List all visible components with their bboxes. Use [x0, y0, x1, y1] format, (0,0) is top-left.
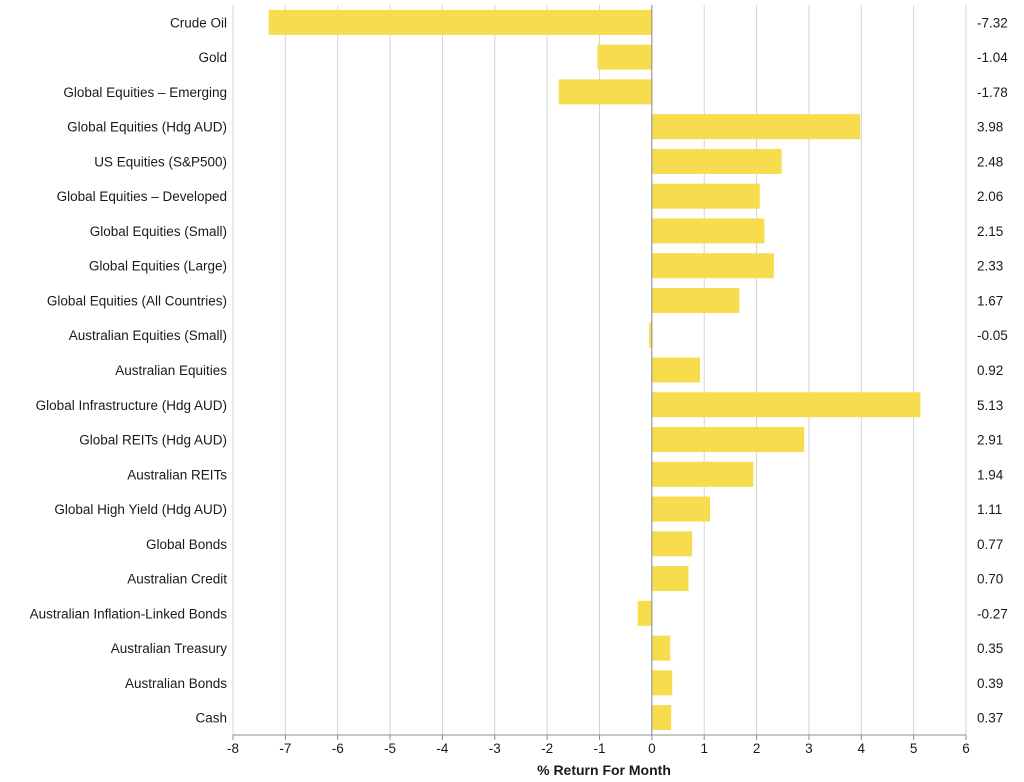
bar — [597, 44, 652, 70]
bar — [651, 392, 921, 418]
category-label: Australian Credit — [127, 572, 227, 587]
x-tick-label: -7 — [279, 741, 291, 756]
value-label: -7.32 — [977, 15, 1008, 30]
x-tick-label: -2 — [541, 741, 553, 756]
value-label: 3.98 — [977, 120, 1003, 135]
category-label: Global Equities (Small) — [90, 224, 227, 239]
x-tick-label: -4 — [436, 741, 448, 756]
value-label: 0.37 — [977, 711, 1003, 726]
bar — [651, 461, 754, 487]
value-label: -0.05 — [977, 328, 1008, 343]
x-tick-label: 6 — [962, 741, 970, 756]
bar — [558, 79, 652, 105]
value-label: 2.91 — [977, 433, 1003, 448]
x-tick-label: 5 — [910, 741, 918, 756]
x-tick-label: 2 — [753, 741, 761, 756]
bar — [651, 287, 740, 313]
value-label: 2.33 — [977, 259, 1003, 274]
bars — [268, 9, 921, 731]
value-label: 1.67 — [977, 293, 1003, 308]
bar — [651, 496, 710, 522]
value-label: 0.39 — [977, 676, 1003, 691]
bar — [651, 357, 701, 383]
x-tick-label: -8 — [227, 741, 239, 756]
x-tick-label: -1 — [593, 741, 605, 756]
value-label: -0.27 — [977, 606, 1008, 621]
x-axis-title: % Return For Month — [537, 762, 671, 778]
bar — [651, 566, 689, 592]
value-label: 5.13 — [977, 398, 1003, 413]
bar — [651, 253, 774, 279]
category-label: Global Equities (Large) — [89, 259, 227, 274]
value-label: 1.94 — [977, 467, 1004, 482]
category-label: Global Equities (Hdg AUD) — [67, 120, 227, 135]
bar — [651, 705, 672, 731]
category-label: Global Equities – Developed — [57, 189, 227, 204]
category-label: Australian Equities — [115, 363, 227, 378]
category-label: Australian Inflation-Linked Bonds — [30, 606, 228, 621]
x-tick-label: 0 — [648, 741, 656, 756]
bar — [651, 183, 760, 209]
category-label: Global Bonds — [146, 537, 227, 552]
category-label: Cash — [195, 711, 227, 726]
bar — [651, 218, 765, 244]
value-label: -1.04 — [977, 50, 1008, 65]
x-tick-label: -6 — [332, 741, 344, 756]
x-tick-label: 3 — [805, 741, 813, 756]
category-label: Crude Oil — [170, 15, 227, 30]
category-label: Global Infrastructure (Hdg AUD) — [36, 398, 227, 413]
value-label: -1.78 — [977, 85, 1008, 100]
x-tick-label: -3 — [489, 741, 501, 756]
bar — [651, 670, 673, 696]
bar — [268, 9, 652, 35]
value-label: 0.35 — [977, 641, 1003, 656]
bar — [651, 114, 861, 140]
bar — [649, 322, 652, 348]
category-label: US Equities (S&P500) — [94, 154, 227, 169]
category-labels: Crude Oil Gold Global Equities – Emerging G… — [30, 15, 228, 725]
category-label: Australian Treasury — [111, 641, 228, 656]
x-tick-label: 1 — [700, 741, 708, 756]
value-label: 2.15 — [977, 224, 1003, 239]
category-label: Australian Equities (Small) — [69, 328, 227, 343]
category-label: Global High Yield (Hdg AUD) — [54, 502, 227, 517]
x-tick-label: 4 — [858, 741, 866, 756]
value-labels: -7.32 -1.04 -1.78 3.98 2.48 2.06 2.15 2.33 1.67 -… — [977, 15, 1008, 725]
bar — [637, 600, 652, 626]
category-label: Gold — [198, 50, 227, 65]
value-label: 0.92 — [977, 363, 1003, 378]
category-label: Global Equities – Emerging — [63, 85, 227, 100]
bar — [651, 531, 693, 557]
x-tick-labels: -8 -7 -6 -5 -4 -3 -2 -1 0 1 2 3 4 5 6 — [227, 741, 970, 756]
value-label: 0.70 — [977, 572, 1003, 587]
axes — [232, 5, 967, 740]
value-label: 0.77 — [977, 537, 1003, 552]
category-label: Australian Bonds — [125, 676, 227, 691]
x-tick-label: -5 — [384, 741, 396, 756]
category-label: Global Equities (All Countries) — [47, 293, 227, 308]
bar — [651, 635, 671, 661]
value-label: 2.48 — [977, 154, 1003, 169]
value-label: 1.11 — [977, 502, 1002, 517]
bar — [651, 427, 805, 453]
value-label: 2.06 — [977, 189, 1003, 204]
category-label: Global REITs (Hdg AUD) — [79, 433, 227, 448]
bar — [651, 148, 782, 174]
category-label: Australian REITs — [127, 467, 227, 482]
